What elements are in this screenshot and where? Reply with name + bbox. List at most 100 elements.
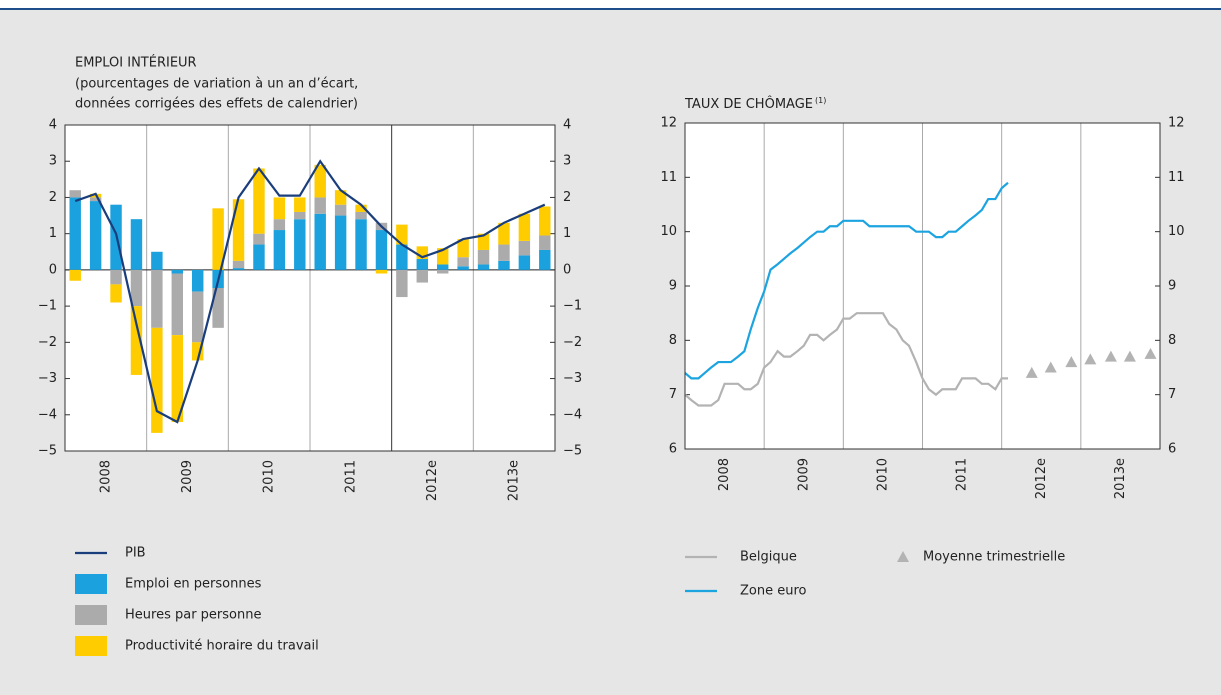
x-tick-label: 2011 (343, 460, 358, 493)
y-tick-label: 6 (1168, 442, 1176, 457)
y-tick-label: −4 (563, 407, 582, 422)
bar (436, 248, 449, 265)
marker (1065, 356, 1078, 368)
bar (355, 211, 367, 220)
y-tick-label: 11 (660, 170, 677, 185)
y-tick-label: −5 (563, 444, 582, 459)
bar (457, 257, 469, 267)
bar (396, 244, 408, 270)
bar (151, 269, 163, 328)
bar (498, 260, 510, 270)
legend-swatch (75, 605, 107, 625)
bar (191, 291, 204, 343)
bar (334, 215, 347, 270)
legend-label: Emploi en personnes (125, 577, 262, 592)
y-tick-label: 6 (669, 442, 677, 457)
y-tick-label: 12 (660, 116, 677, 131)
bar (69, 197, 81, 270)
y-tick-label: 10 (1168, 224, 1185, 239)
line (684, 312, 1008, 407)
bar (294, 219, 306, 270)
x-tick-label: 2009 (180, 460, 195, 493)
bar (253, 233, 265, 245)
plot-frame (64, 124, 556, 452)
bar (273, 197, 286, 220)
marker (1123, 350, 1136, 362)
y-tick-label: 4 (49, 118, 57, 133)
marker (1025, 366, 1038, 378)
bar (151, 251, 163, 270)
bar (477, 264, 490, 270)
legend-swatch (75, 574, 107, 594)
x-tick-label: 2010 (262, 460, 277, 493)
x-tick-label: 2013e (507, 460, 522, 501)
bar (539, 249, 551, 270)
chart-subtitle: données corrigées des effets de calendri… (75, 97, 358, 112)
y-tick-label: 3 (49, 154, 57, 169)
chart-subtitle: (pourcentages de variation à un an d’éca… (75, 77, 358, 92)
y-tick-label: 9 (669, 279, 677, 294)
bar (539, 206, 551, 236)
y-tick-label: 0 (563, 262, 571, 277)
y-tick-label: 11 (1168, 170, 1185, 185)
chart-title: TAUX DE CHÔMAGE (1) (684, 96, 826, 112)
bar (110, 284, 122, 303)
y-tick-label: −3 (563, 371, 582, 386)
bar (171, 269, 184, 274)
bar (334, 204, 347, 216)
bar (396, 269, 408, 298)
bar (130, 306, 143, 375)
marker (1104, 350, 1117, 362)
bar (314, 213, 326, 270)
bar (314, 197, 326, 214)
legend-label: Belgique (740, 550, 797, 565)
bar (171, 335, 184, 423)
bar (498, 222, 510, 245)
bar (171, 273, 184, 336)
y-tick-label: 10 (660, 224, 677, 239)
x-tick-label: 2011 (955, 458, 970, 491)
bar (334, 190, 347, 205)
x-tick-label: 2008 (717, 458, 732, 491)
bar (477, 249, 490, 265)
bar (69, 269, 81, 281)
title-note: (1) (815, 96, 826, 105)
legend-marker (897, 551, 909, 562)
x-tick-label: 2009 (796, 458, 811, 491)
bar (253, 168, 265, 234)
marker (1144, 347, 1157, 359)
bar (294, 197, 306, 212)
bar (477, 233, 490, 250)
bar (436, 269, 449, 274)
y-tick-label: 2 (563, 190, 571, 205)
bar (518, 255, 531, 270)
bar (416, 259, 429, 270)
bar (518, 240, 531, 256)
marker (1044, 361, 1057, 373)
y-tick-label: 1 (563, 226, 571, 241)
y-tick-label: 12 (1168, 116, 1185, 131)
bar (232, 199, 245, 261)
legend-swatch (75, 636, 107, 656)
x-tick-label: 2012e (1034, 458, 1049, 499)
legend-label: PIB (125, 546, 146, 561)
line (74, 159, 546, 424)
legend-label: Moyenne trimestrielle (923, 550, 1065, 565)
legend-label: Zone euro (740, 584, 807, 599)
chart-title: EMPLOI INTÉRIEUR (75, 55, 197, 71)
y-tick-label: −1 (563, 299, 582, 314)
y-tick-label: 9 (1168, 279, 1176, 294)
legend-label: Heures par personne (125, 608, 261, 623)
y-tick-label: −1 (38, 299, 57, 314)
bar (416, 246, 429, 260)
bar (130, 219, 143, 270)
bar (273, 230, 286, 270)
bar (232, 268, 245, 270)
bar (355, 219, 367, 270)
bar (273, 219, 286, 231)
y-tick-label: 2 (49, 190, 57, 205)
y-tick-label: 7 (669, 387, 677, 402)
y-tick-label: −2 (38, 335, 57, 350)
bar (539, 235, 551, 250)
